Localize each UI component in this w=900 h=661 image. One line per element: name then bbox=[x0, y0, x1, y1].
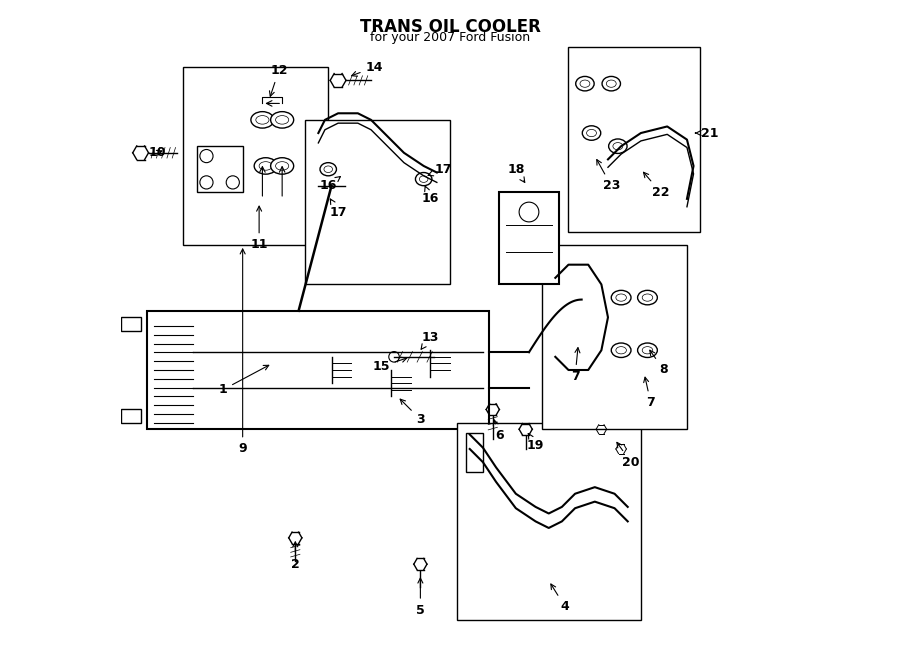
Bar bbox=[196, 146, 243, 192]
Text: for your 2007 Ford Fusion: for your 2007 Ford Fusion bbox=[370, 31, 530, 44]
Ellipse shape bbox=[587, 130, 597, 137]
Text: 17: 17 bbox=[428, 163, 452, 176]
Bar bbox=[542, 245, 687, 429]
Text: 3: 3 bbox=[400, 399, 425, 426]
Ellipse shape bbox=[607, 80, 616, 87]
Text: 8: 8 bbox=[650, 350, 668, 377]
Ellipse shape bbox=[616, 346, 626, 354]
Text: 1: 1 bbox=[219, 366, 269, 396]
Ellipse shape bbox=[637, 290, 657, 305]
Ellipse shape bbox=[259, 162, 273, 171]
Text: 11: 11 bbox=[250, 206, 268, 251]
Ellipse shape bbox=[271, 112, 293, 128]
Text: 16: 16 bbox=[421, 186, 439, 206]
Ellipse shape bbox=[602, 77, 620, 91]
Circle shape bbox=[200, 149, 213, 163]
Bar bbox=[184, 67, 328, 245]
Ellipse shape bbox=[582, 126, 600, 140]
Ellipse shape bbox=[580, 80, 590, 87]
Bar bbox=[466, 432, 483, 472]
Text: 14: 14 bbox=[352, 61, 383, 76]
Ellipse shape bbox=[637, 343, 657, 358]
Text: 4: 4 bbox=[551, 584, 570, 613]
Circle shape bbox=[200, 176, 213, 189]
Text: 20: 20 bbox=[616, 442, 640, 469]
Text: 6: 6 bbox=[493, 420, 504, 442]
Bar bbox=[305, 120, 450, 284]
Circle shape bbox=[519, 202, 539, 222]
Text: 21: 21 bbox=[696, 126, 719, 139]
Ellipse shape bbox=[611, 290, 631, 305]
Bar bbox=[148, 311, 490, 429]
Text: 13: 13 bbox=[421, 330, 439, 349]
Text: 7: 7 bbox=[644, 377, 655, 409]
Ellipse shape bbox=[608, 139, 627, 153]
Ellipse shape bbox=[254, 158, 277, 174]
Text: 17: 17 bbox=[329, 199, 346, 219]
Ellipse shape bbox=[320, 163, 337, 176]
Ellipse shape bbox=[416, 173, 432, 186]
Polygon shape bbox=[121, 409, 140, 422]
Bar bbox=[456, 422, 641, 620]
Text: 12: 12 bbox=[269, 64, 288, 97]
Ellipse shape bbox=[643, 294, 652, 301]
Text: 2: 2 bbox=[291, 542, 300, 570]
Text: 7: 7 bbox=[571, 348, 580, 383]
Bar bbox=[500, 192, 559, 284]
Text: 18: 18 bbox=[507, 163, 525, 182]
Polygon shape bbox=[121, 317, 140, 330]
Ellipse shape bbox=[251, 112, 274, 128]
Text: 16: 16 bbox=[320, 176, 340, 192]
Ellipse shape bbox=[611, 343, 631, 358]
Text: 10: 10 bbox=[148, 146, 166, 159]
Ellipse shape bbox=[271, 158, 293, 174]
Ellipse shape bbox=[576, 77, 594, 91]
Ellipse shape bbox=[275, 162, 289, 171]
Circle shape bbox=[389, 352, 400, 362]
Text: 22: 22 bbox=[644, 173, 670, 199]
Ellipse shape bbox=[419, 176, 428, 182]
Text: 19: 19 bbox=[526, 434, 544, 452]
Ellipse shape bbox=[324, 166, 332, 173]
Text: 23: 23 bbox=[597, 159, 620, 192]
Bar bbox=[569, 48, 700, 232]
Text: TRANS OIL COOLER: TRANS OIL COOLER bbox=[360, 18, 540, 36]
Text: 5: 5 bbox=[416, 578, 425, 617]
Ellipse shape bbox=[613, 143, 623, 150]
Ellipse shape bbox=[256, 116, 269, 124]
Text: 15: 15 bbox=[372, 358, 407, 373]
Ellipse shape bbox=[275, 116, 289, 124]
Ellipse shape bbox=[643, 346, 652, 354]
Ellipse shape bbox=[616, 294, 626, 301]
Circle shape bbox=[226, 176, 239, 189]
Text: 9: 9 bbox=[238, 249, 247, 455]
